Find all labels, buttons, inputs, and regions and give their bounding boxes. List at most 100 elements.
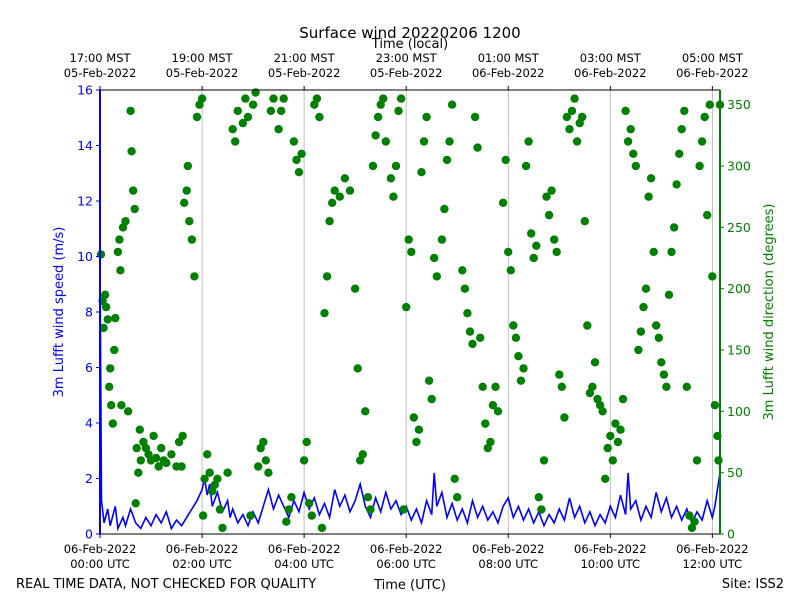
wind-direction-point xyxy=(557,382,566,391)
wind-direction-point xyxy=(180,198,189,207)
wind-direction-point xyxy=(626,125,635,134)
wind-direction-point xyxy=(664,290,674,299)
wind-direction-point xyxy=(450,474,459,483)
wind-direction-point xyxy=(322,272,332,281)
wind-direction-point xyxy=(135,425,144,434)
wind-direction-point xyxy=(514,352,523,361)
wind-direction-point xyxy=(578,112,587,122)
wind-direction-point xyxy=(203,450,212,459)
wind-direction-point xyxy=(307,511,316,520)
wind-direction-point xyxy=(183,161,192,171)
wind-direction-point xyxy=(509,321,518,330)
wind-direction-point xyxy=(710,401,720,410)
wind-direction-point xyxy=(465,327,475,336)
wind-direction-point xyxy=(682,382,691,391)
wind-direction-point xyxy=(129,186,138,195)
wind-direction-point xyxy=(672,180,681,189)
wind-direction-point xyxy=(608,456,617,465)
wind-direction-point xyxy=(335,192,344,201)
top-tick-date: 06-Feb-2022 xyxy=(676,66,749,80)
wind-direction-point xyxy=(537,505,546,514)
wind-direction-point xyxy=(99,323,108,333)
wind-direction-point xyxy=(481,419,490,428)
wind-direction-point xyxy=(162,458,171,468)
wind-direction-point xyxy=(328,198,337,207)
wind-direction-point xyxy=(634,345,643,355)
wind-direction-point xyxy=(570,94,579,103)
wind-direction-point xyxy=(708,272,717,281)
wind-direction-point xyxy=(662,382,671,391)
wind-direction-point xyxy=(677,125,686,134)
wind-direction-point xyxy=(259,437,268,447)
bottom-tick-date: 06-Feb-2022 xyxy=(472,542,545,556)
wind-direction-point xyxy=(241,94,250,103)
wind-direction-point xyxy=(641,284,651,293)
wind-direction-point xyxy=(667,247,676,257)
wind-direction-point xyxy=(117,401,126,410)
wind-direction-point xyxy=(588,382,597,391)
wind-direction-point xyxy=(478,382,487,391)
wind-direction-point xyxy=(396,94,406,103)
wind-direction-point xyxy=(289,137,299,146)
wind-direction-point xyxy=(440,204,449,214)
top-tick-time: 17:00 MST xyxy=(69,51,131,65)
wind-direction-point xyxy=(700,112,709,122)
top-axis-label: Time (local) xyxy=(371,37,448,52)
wind-direction-point xyxy=(445,137,454,146)
right-tick-label: 350 xyxy=(727,97,751,112)
wind-direction-point xyxy=(233,106,242,116)
wind-direction-point xyxy=(151,453,161,463)
wind-direction-point xyxy=(353,364,362,373)
top-tick-date: 05-Feb-2022 xyxy=(268,66,341,80)
bottom-tick-date: 06-Feb-2022 xyxy=(64,542,137,556)
left-tick-label: 8 xyxy=(85,305,93,320)
wind-direction-point xyxy=(178,431,187,441)
wind-direction-point xyxy=(539,456,549,465)
wind-direction-point xyxy=(279,94,288,103)
wind-direction-point xyxy=(315,112,324,122)
wind-direction-point xyxy=(527,229,536,238)
right-tick-label: 150 xyxy=(727,343,751,358)
top-tick-time: 21:00 MST xyxy=(274,51,336,65)
wind-direction-point xyxy=(407,247,416,257)
top-tick-time: 03:00 MST xyxy=(580,51,642,65)
wind-direction-point xyxy=(697,137,707,146)
wind-direction-point xyxy=(639,302,648,312)
wind-direction-point xyxy=(690,517,699,526)
wind-direction-point xyxy=(521,161,531,171)
wind-direction-point xyxy=(560,413,569,422)
wind-direction-point xyxy=(340,174,350,183)
wind-direction-point xyxy=(580,217,589,226)
wind-direction-point xyxy=(115,235,124,244)
wind-direction-point xyxy=(544,210,554,220)
right-tick-label: 50 xyxy=(727,465,743,480)
wind-direction-point xyxy=(532,241,541,250)
speed-series xyxy=(99,256,721,532)
wind-direction-point xyxy=(231,137,240,146)
wind-direction-point xyxy=(277,106,286,116)
wind-direction-point xyxy=(649,247,658,257)
wind-direction-point xyxy=(621,106,630,116)
wind-direction-point xyxy=(631,161,640,171)
wind-direction-point xyxy=(493,407,503,416)
wind-direction-point xyxy=(391,161,401,171)
wind-direction-point xyxy=(264,468,273,477)
left-tick-label: 16 xyxy=(77,83,93,98)
wind-direction-point xyxy=(185,217,194,226)
wind-direction-point xyxy=(534,493,543,502)
wind-direction-point xyxy=(368,161,378,171)
wind-direction-point xyxy=(427,394,436,404)
wind-direction-point xyxy=(419,137,429,146)
top-tick-date: 05-Feb-2022 xyxy=(64,66,137,80)
wind-direction-point xyxy=(422,112,431,122)
wind-direction-point xyxy=(110,345,119,355)
wind-direction-point xyxy=(294,168,304,177)
wind-direction-point xyxy=(542,192,551,201)
wind-direction-point xyxy=(389,192,398,201)
wind-direction-point xyxy=(107,401,116,410)
wind-direction-point xyxy=(447,100,457,109)
wind-direction-point xyxy=(470,112,480,122)
wind-direction-point xyxy=(606,431,615,441)
wind-direction-point xyxy=(213,474,222,483)
